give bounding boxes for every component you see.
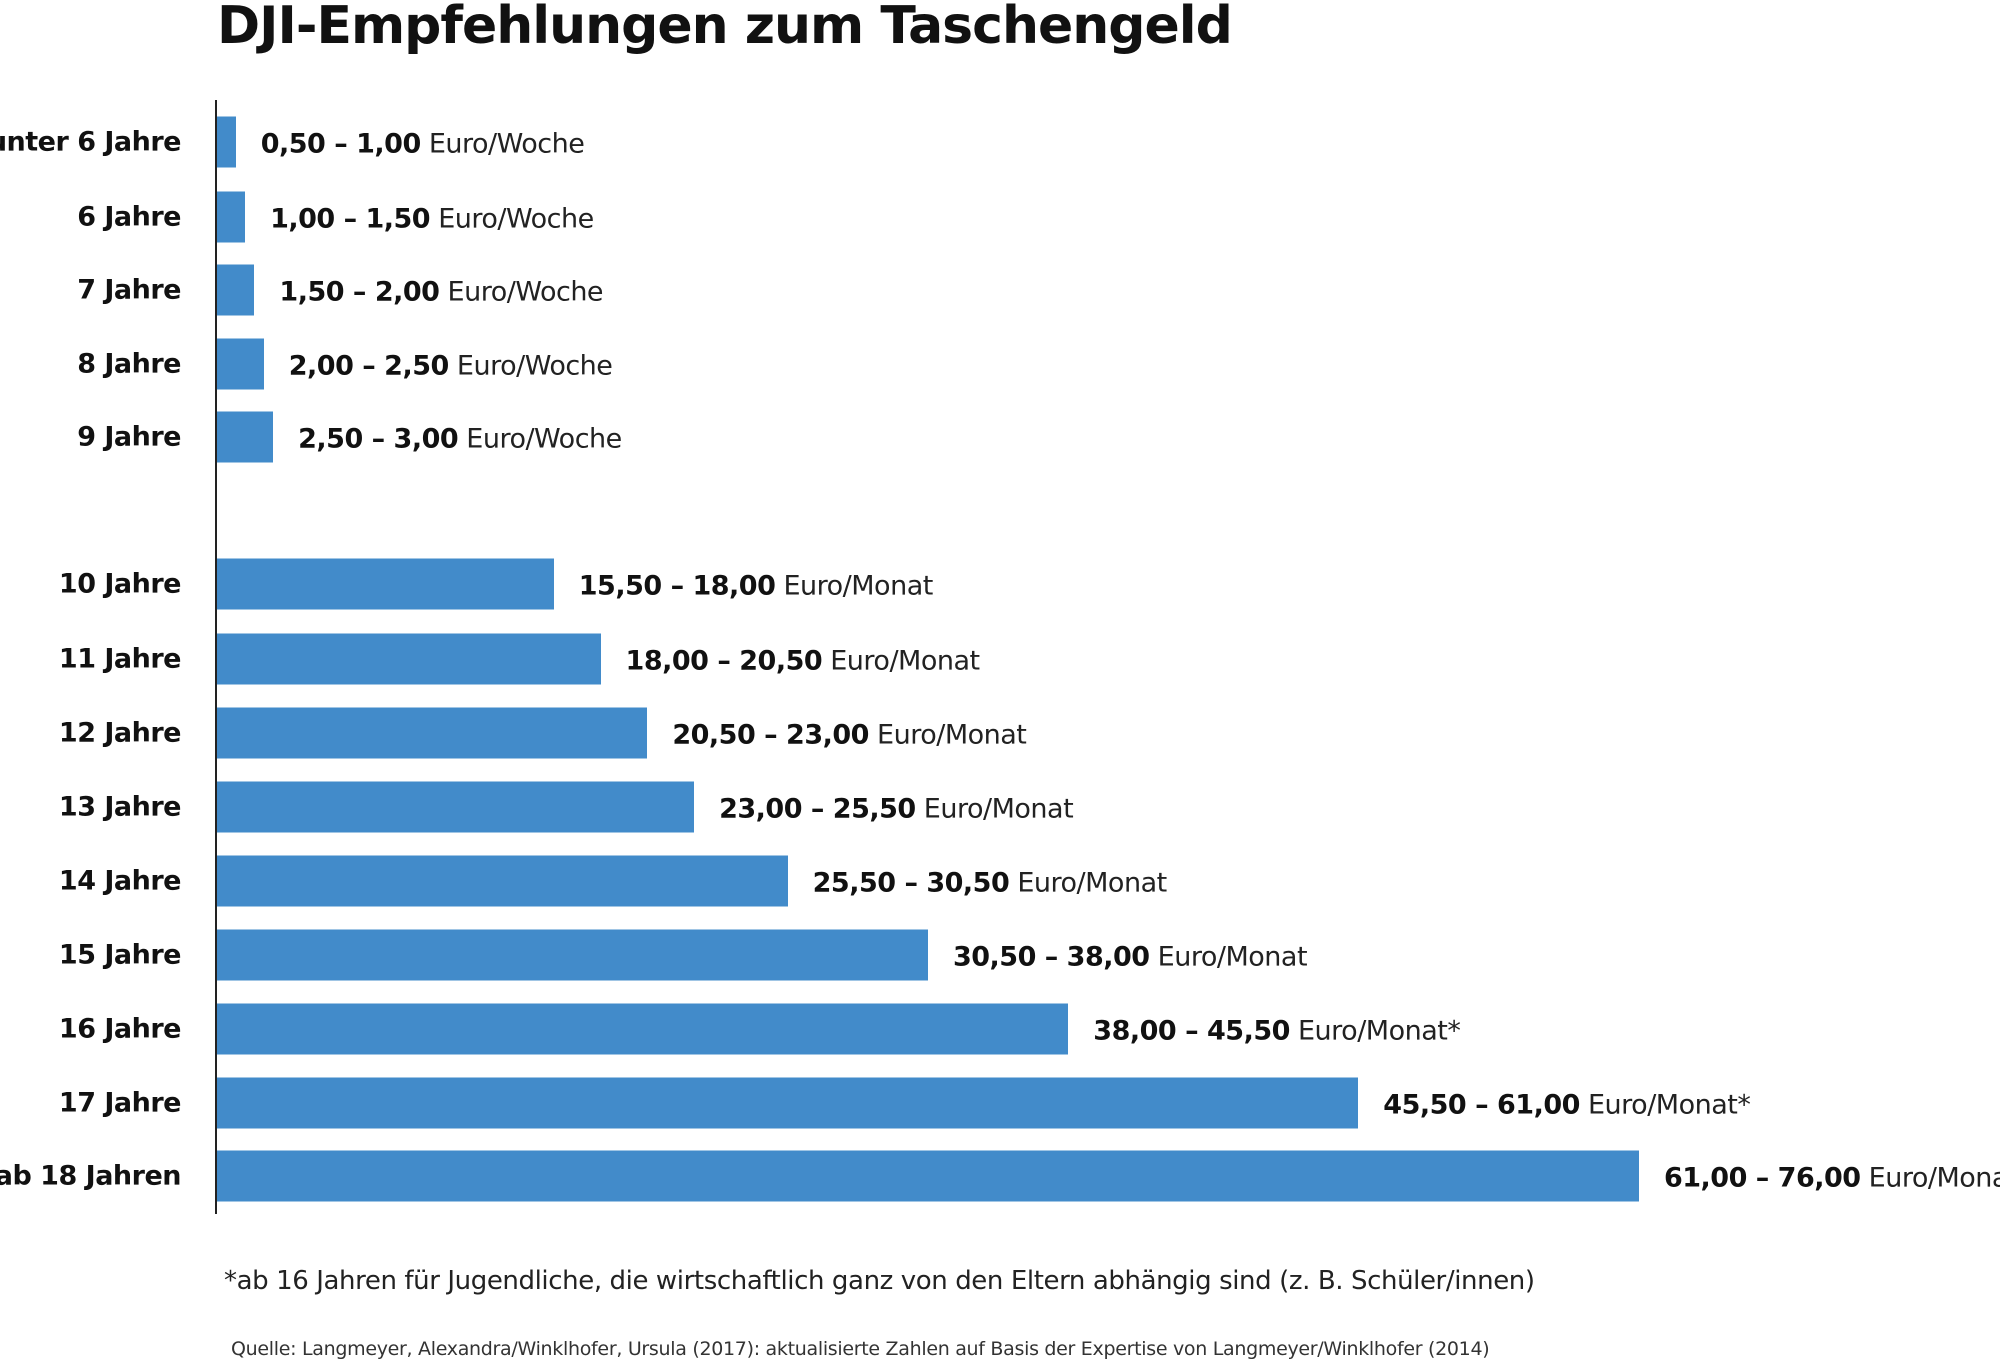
- bar: [217, 855, 788, 907]
- range-label: 1,00 – 1,50: [270, 203, 431, 235]
- unit-label: Euro/Monat: [830, 645, 980, 677]
- category-label: 7 Jahre: [77, 274, 181, 306]
- category-label: 11 Jahre: [58, 643, 182, 675]
- range-label: 61,00 – 76,00: [1663, 1162, 1861, 1194]
- bar: [217, 411, 274, 463]
- category-label: 10 Jahre: [58, 568, 182, 600]
- unit-label: Euro/Monat: [923, 793, 1074, 825]
- unit-label: Euro/Woche: [438, 203, 594, 235]
- data-label: 1,50 – 2,00 Euro/Woche: [279, 277, 603, 308]
- chart-title: DJI-Empfehlungen zum Taschengeld: [217, 0, 1233, 56]
- data-label: 25,50 – 30,50 Euro/Monat: [812, 867, 1168, 899]
- unit-label: Euro/Monat: [1017, 867, 1167, 899]
- bar: [217, 558, 554, 610]
- data-label: 1,00 – 1,50 Euro/Woche: [270, 204, 594, 235]
- unit-label: Euro/Monat: [877, 719, 1027, 751]
- range-label: 2,00 – 2,50: [288, 350, 450, 382]
- unit-label: Euro/Woche: [428, 128, 585, 160]
- category-label: unter 6 Jahre: [0, 126, 182, 158]
- unit-label: Euro/Woche: [466, 423, 622, 455]
- category-label: 12 Jahre: [58, 717, 182, 749]
- category-label: 6 Jahre: [77, 201, 181, 233]
- bar: [217, 633, 601, 685]
- data-label: 30,50 – 38,00 Euro/Monat: [952, 941, 1308, 973]
- unit-label: Euro/Woche: [456, 350, 613, 382]
- category-label: ab 18 Jahren: [0, 1160, 182, 1192]
- category-label: 14 Jahre: [58, 865, 182, 897]
- data-label: 18,00 – 20,50 Euro/Monat: [625, 645, 981, 677]
- range-label: 18,00 – 20,50: [625, 645, 823, 677]
- bar: [217, 781, 695, 833]
- unit-label: Euro/Monat*: [1298, 1015, 1461, 1047]
- bar: [217, 1003, 1069, 1055]
- data-label: 20,50 – 23,00 Euro/Monat: [672, 719, 1027, 751]
- range-label: 15,50 – 18,00: [578, 570, 776, 602]
- unit-label: Euro/Monat: [783, 570, 933, 602]
- source-note: Quelle: Langmeyer, Alexandra/Winklhofer,…: [231, 1338, 1490, 1360]
- range-label: 20,50 – 23,00: [672, 719, 869, 751]
- range-label: 25,50 – 30,50: [812, 867, 1010, 899]
- data-label: 38,00 – 45,50 Euro/Monat*: [1093, 1015, 1461, 1047]
- bar: [217, 264, 255, 316]
- data-label: 61,00 – 76,00 Euro/Monat*: [1664, 1163, 2000, 1194]
- bar: [217, 191, 246, 243]
- y-axis-line: [215, 100, 217, 1214]
- unit-label: Euro/Monat: [1157, 941, 1308, 973]
- bar: [217, 929, 928, 981]
- data-label: 15,50 – 18,00 Euro/Monat: [578, 570, 934, 602]
- data-label: 2,00 – 2,50 Euro/Woche: [289, 351, 613, 382]
- range-label: 38,00 – 45,50: [1093, 1015, 1290, 1047]
- category-label: 8 Jahre: [77, 348, 181, 380]
- bar: [217, 338, 264, 390]
- bar: [217, 1077, 1359, 1129]
- range-label: 0,50 – 1,00: [260, 128, 422, 160]
- range-label: 1,50 – 2,00: [279, 276, 440, 308]
- category-label: 17 Jahre: [58, 1087, 182, 1119]
- bar: [217, 1150, 1639, 1202]
- data-label: 0,50 – 1,00 Euro/Woche: [261, 129, 585, 160]
- category-label: 15 Jahre: [58, 939, 182, 971]
- bar: [217, 116, 236, 168]
- range-label: 45,50 – 61,00: [1383, 1089, 1580, 1121]
- category-label: 9 Jahre: [77, 421, 181, 453]
- data-label: 2,50 – 3,00 Euro/Woche: [298, 424, 622, 455]
- range-label: 2,50 – 3,00: [298, 423, 459, 455]
- range-label: 30,50 – 38,00: [952, 941, 1150, 973]
- unit-label: Euro/Woche: [447, 276, 604, 308]
- category-label: 16 Jahre: [58, 1013, 182, 1045]
- range-label: 23,00 – 25,50: [719, 793, 916, 825]
- data-label: 45,50 – 61,00 Euro/Monat*: [1383, 1089, 1751, 1121]
- unit-label: Euro/Monat*: [1588, 1089, 1751, 1121]
- unit-label: Euro/Monat*: [1868, 1162, 2000, 1194]
- bar: [217, 707, 648, 759]
- category-label: 13 Jahre: [58, 791, 182, 823]
- data-label: 23,00 – 25,50 Euro/Monat: [719, 793, 1074, 825]
- footnote: *ab 16 Jahren für Jugendliche, die wirts…: [224, 1266, 1535, 1296]
